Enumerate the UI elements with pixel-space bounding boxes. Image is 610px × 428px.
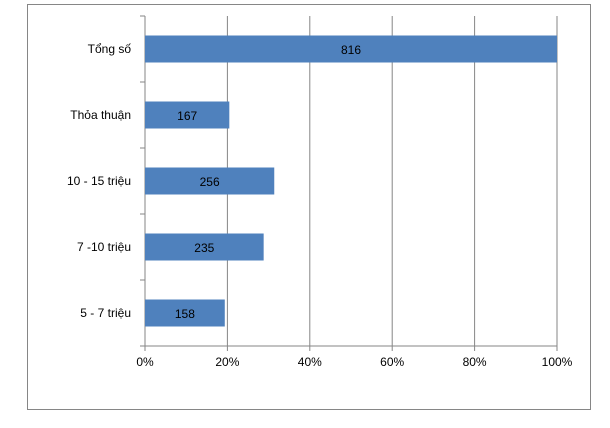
data-label: 235 <box>194 241 214 255</box>
category-label: Thỏa thuận <box>70 108 131 122</box>
category-label: 7 -10 triệu <box>77 240 131 254</box>
x-tick-label: 60% <box>380 355 404 369</box>
x-tick-label: 100% <box>542 355 573 369</box>
bar <box>145 299 225 327</box>
x-tick-label: 40% <box>298 355 322 369</box>
x-tick-label: 0% <box>136 355 154 369</box>
data-label: 256 <box>200 175 220 189</box>
data-label: 158 <box>175 307 195 321</box>
data-label: 816 <box>341 43 361 57</box>
data-label: 167 <box>177 109 197 123</box>
category-label: 10 - 15 triệu <box>67 174 131 188</box>
bar <box>145 233 264 261</box>
bar <box>145 167 275 195</box>
x-tick-label: 20% <box>215 355 239 369</box>
chart-frame <box>27 4 591 410</box>
category-label: Tổng số <box>88 42 132 56</box>
x-tick-label: 80% <box>463 355 487 369</box>
bar <box>145 101 230 129</box>
category-label: 5 - 7 triệu <box>80 306 131 320</box>
bar <box>145 35 557 63</box>
